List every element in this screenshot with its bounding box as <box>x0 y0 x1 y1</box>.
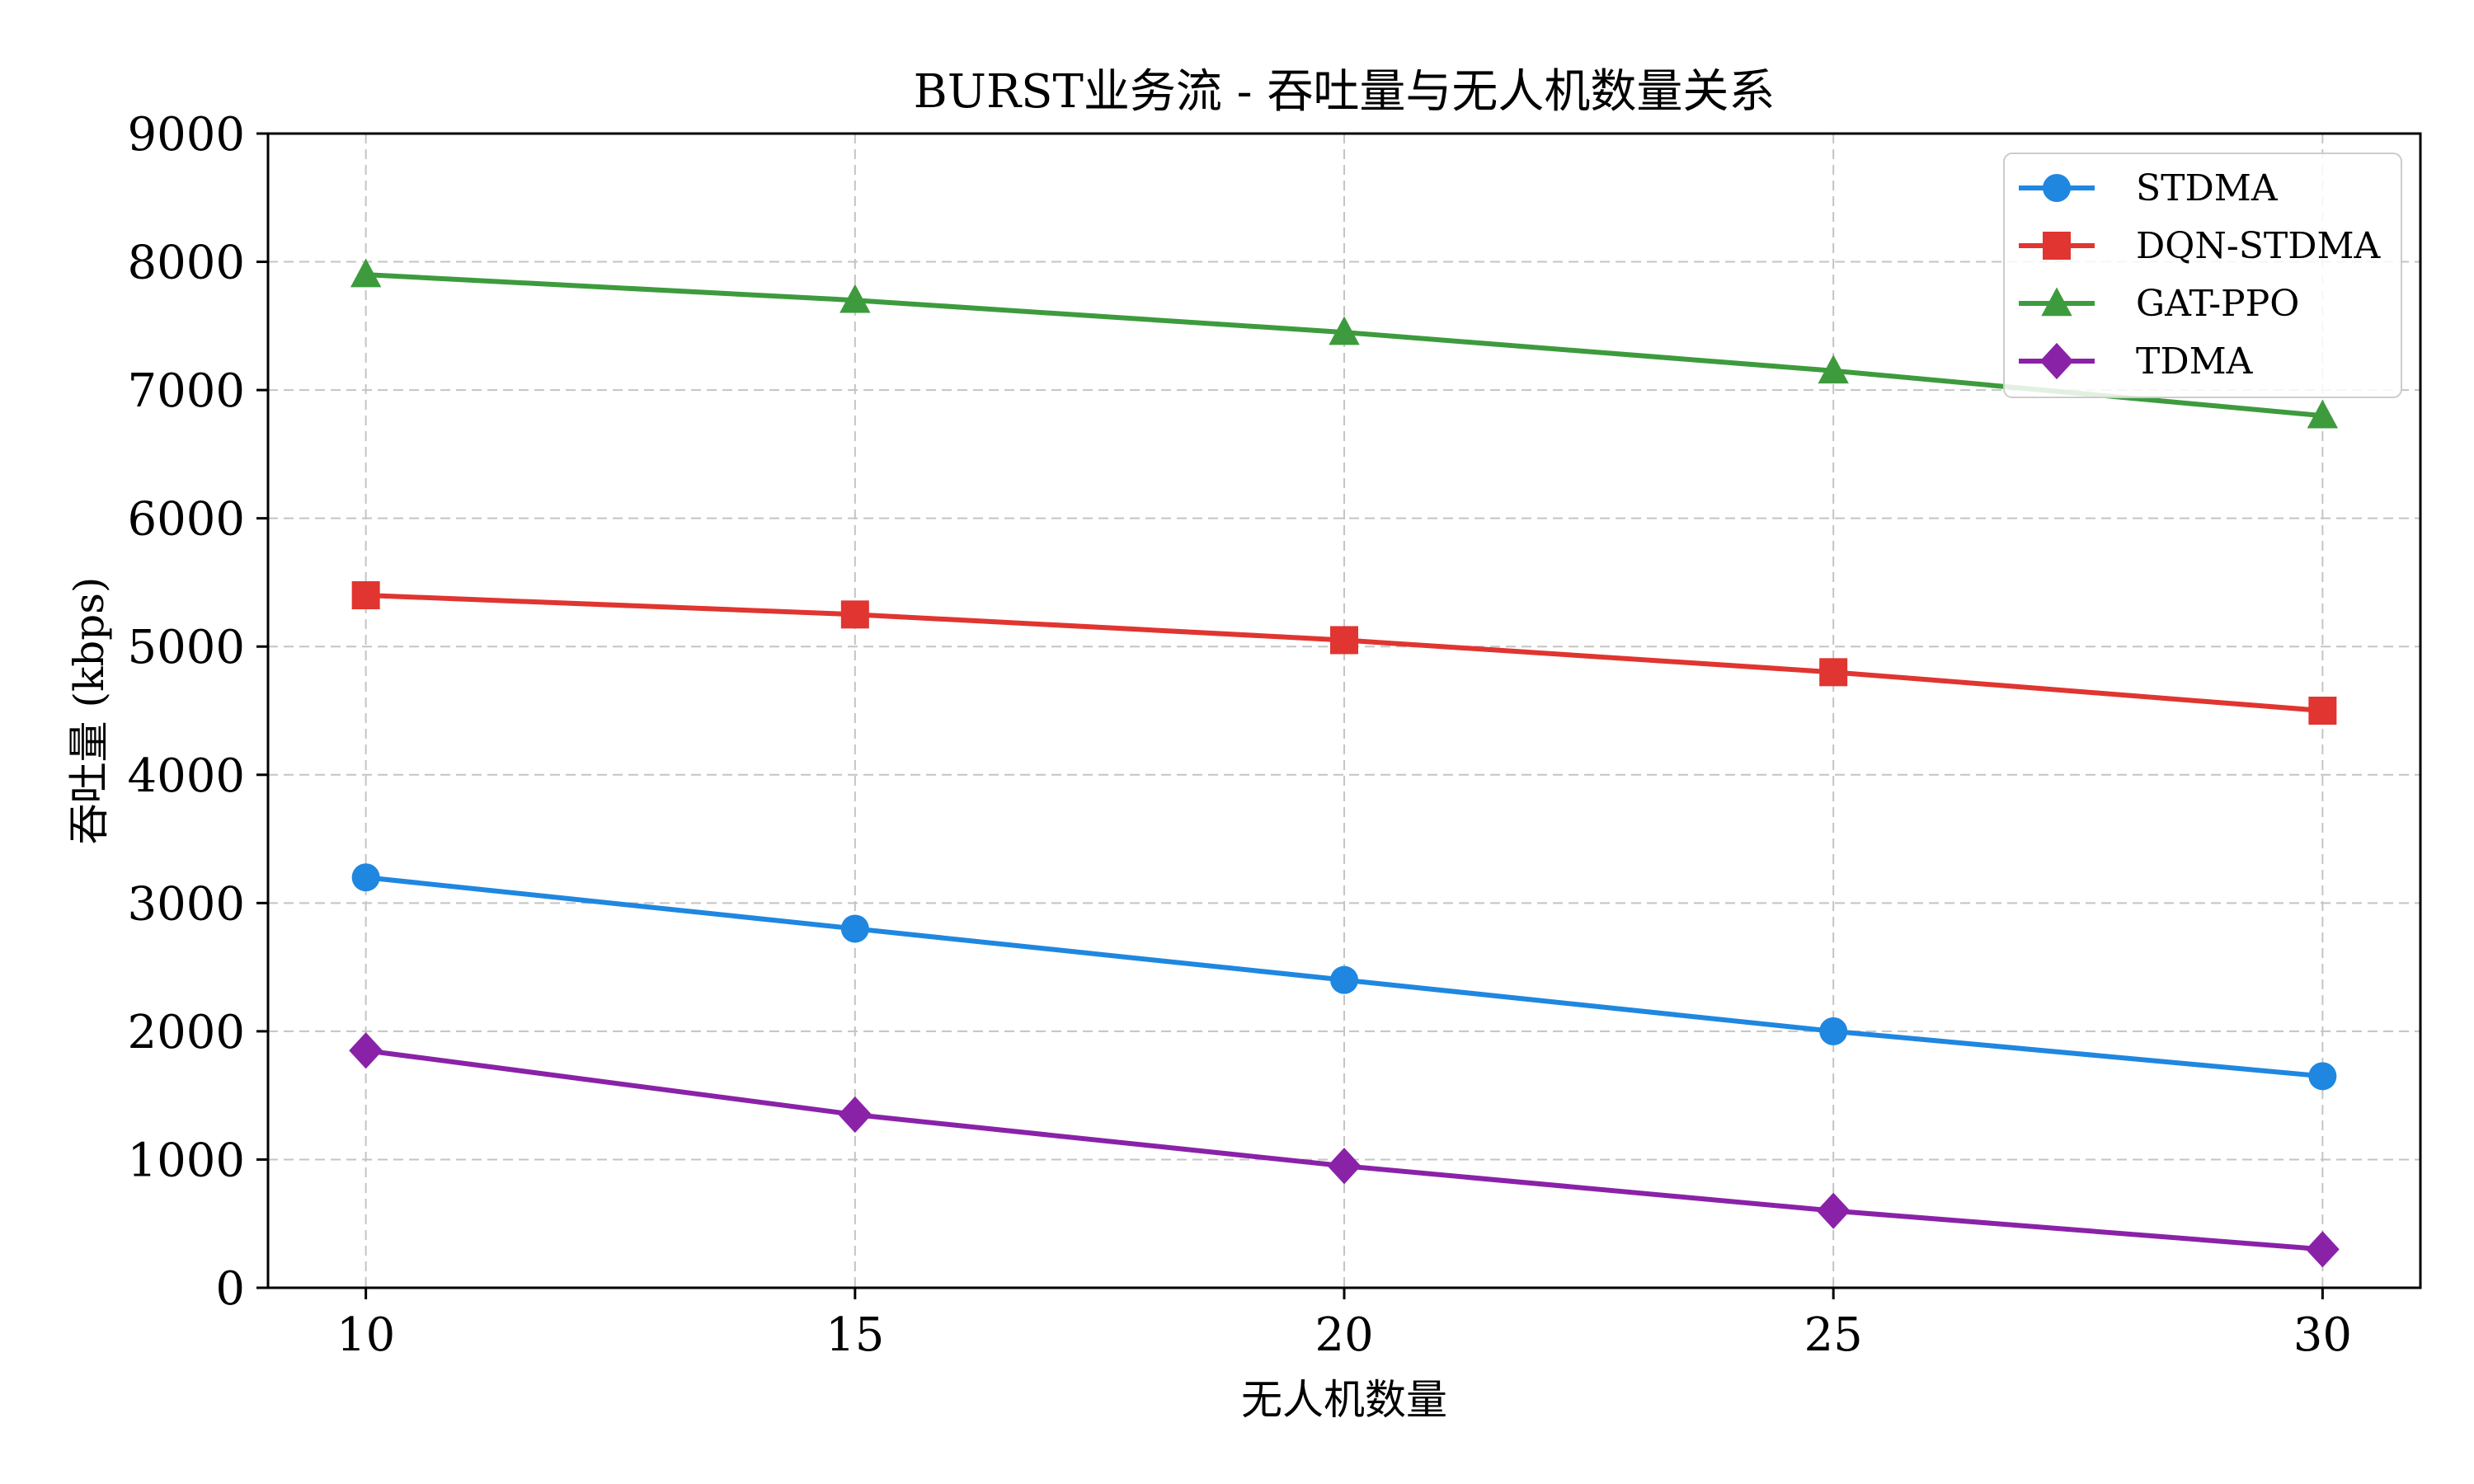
y-axis-title: 吞吐量 (kbps) <box>65 577 113 845</box>
data-point <box>1818 355 1849 384</box>
x-tick-label: 30 <box>2293 1308 2352 1362</box>
legend-label: GAT-PPO <box>2136 283 2299 325</box>
series-layer <box>349 258 2340 1268</box>
legend-item: TDMA <box>2019 340 2254 383</box>
data-point <box>2308 1062 2337 1091</box>
data-point <box>1816 1192 1851 1229</box>
y-tick-label: 7000 <box>127 364 245 418</box>
y-tick-label: 3000 <box>127 877 245 931</box>
legend: STDMA DQN-STDMA GAT-PPO TDMA <box>2003 153 2402 398</box>
y-tick-label: 1000 <box>127 1134 245 1187</box>
y-tick-label: 9000 <box>127 108 245 162</box>
data-point <box>1330 626 1358 655</box>
x-tick-label: 20 <box>1315 1308 1373 1362</box>
x-tick-label: 10 <box>336 1308 395 1362</box>
data-point <box>2308 697 2337 725</box>
data-point <box>840 284 871 313</box>
x-axis-title: 无人机数量 <box>1241 1376 1447 1424</box>
legend-label: STDMA <box>2136 167 2279 209</box>
data-point <box>838 1096 872 1134</box>
data-point <box>1329 316 1360 345</box>
legend-label: TDMA <box>2136 340 2254 383</box>
x-tick-label: 15 <box>825 1308 884 1362</box>
data-point <box>1819 1017 1848 1045</box>
data-point <box>840 600 869 629</box>
y-tick-label: 5000 <box>127 621 245 674</box>
x-tick-label: 25 <box>1804 1308 1863 1362</box>
legend-label: DQN-STDMA <box>2136 225 2382 267</box>
chart-title: BURST业务流 - 吞吐量与无人机数量关系 <box>914 65 1776 119</box>
data-point <box>1330 965 1358 994</box>
data-point <box>350 258 382 288</box>
data-point <box>1819 658 1848 687</box>
data-point <box>2307 399 2339 429</box>
legend-marker <box>2039 342 2074 380</box>
data-point <box>840 914 869 943</box>
legend-box <box>2003 153 2402 398</box>
data-point <box>349 1032 383 1069</box>
y-tick-label: 8000 <box>127 237 245 290</box>
axis-ticks: 10 15 20 25 30 0 1000 2000 3000 4000 5000 6000 7000 8… <box>127 108 2352 1362</box>
legend-item: STDMA <box>2019 167 2279 209</box>
data-point <box>351 581 380 609</box>
y-tick-label: 0 <box>215 1262 245 1316</box>
series-stdma <box>351 863 2337 1091</box>
data-point <box>2305 1231 2340 1268</box>
legend-marker <box>2043 174 2071 202</box>
y-tick-label: 6000 <box>127 493 245 547</box>
y-tick-label: 4000 <box>127 749 245 803</box>
y-tick-label: 2000 <box>127 1006 245 1059</box>
series-dqn-stdma <box>351 581 2337 725</box>
legend-item: DQN-STDMA <box>2019 225 2382 267</box>
legend-marker <box>2041 287 2072 317</box>
series-gat-ppo <box>350 258 2339 429</box>
series-tdma <box>349 1032 2340 1268</box>
data-point <box>351 863 380 892</box>
legend-item: GAT-PPO <box>2019 283 2299 325</box>
data-point <box>1327 1148 1362 1185</box>
legend-marker <box>2043 232 2071 260</box>
